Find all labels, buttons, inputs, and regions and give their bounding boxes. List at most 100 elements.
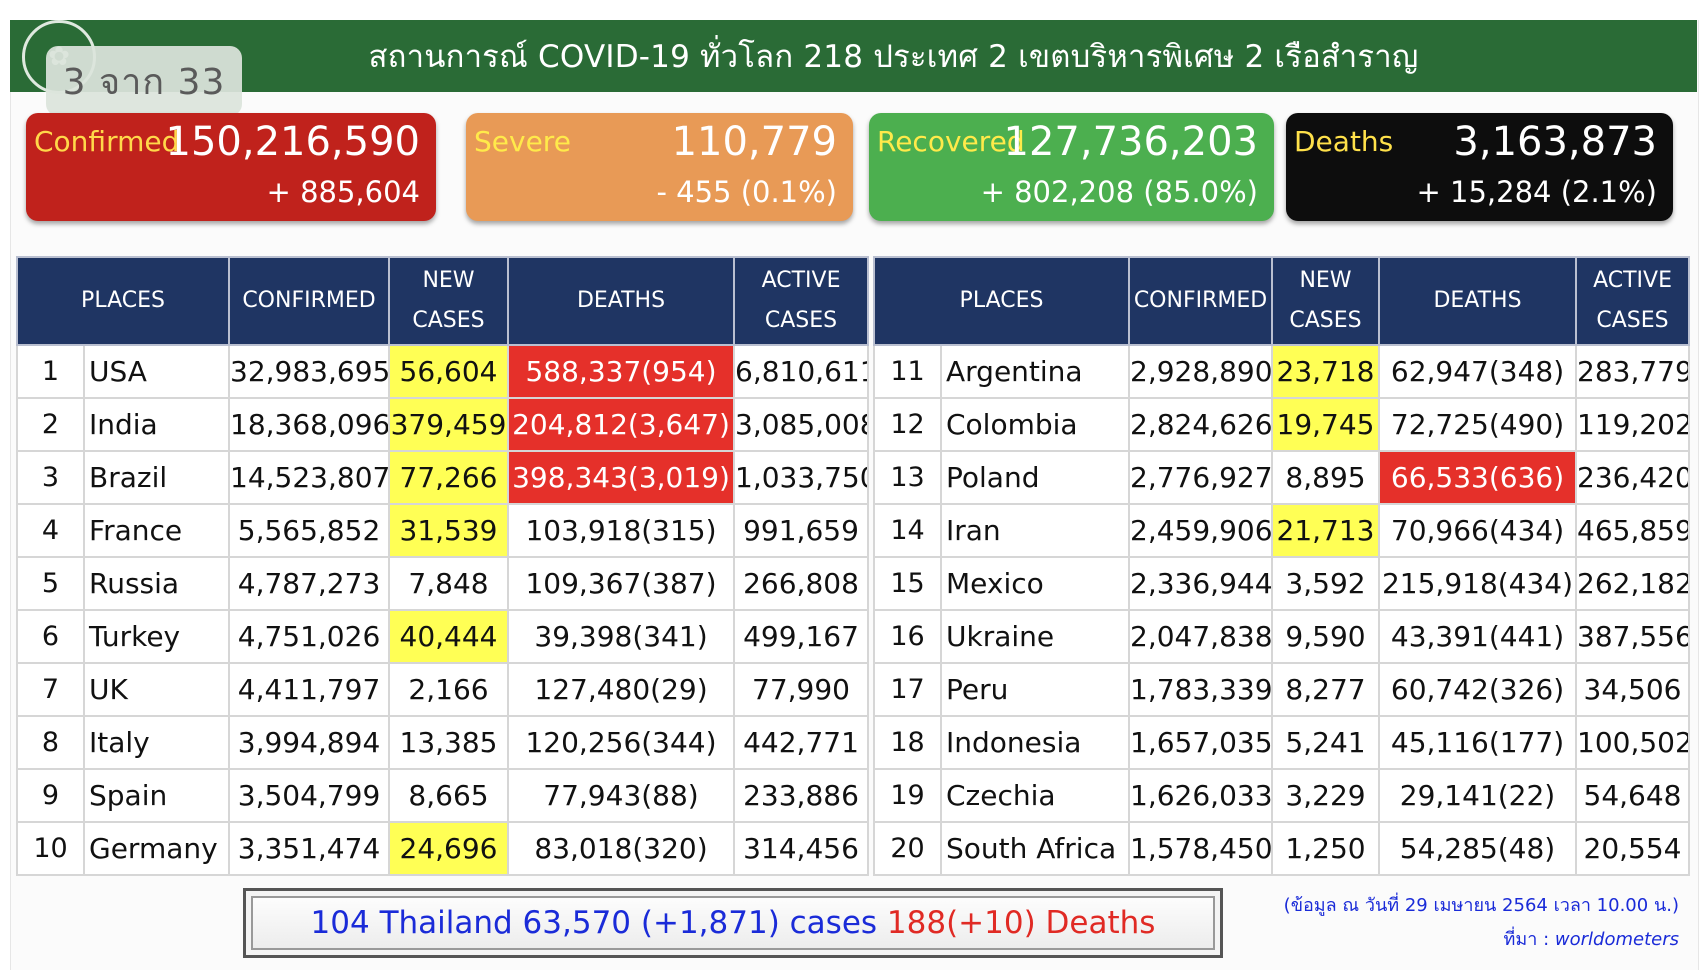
- table-row: 4 France 5,565,852 31,539 103,918(315) 991,65…: [16, 503, 870, 558]
- row-active-cases: 119,202: [1575, 397, 1691, 452]
- row-confirmed: 2,459,906: [1128, 503, 1274, 558]
- row-active-cases: 314,456: [733, 821, 870, 876]
- row-new-cases: 8,665: [388, 768, 510, 823]
- row-active-cases: 3,085,008: [733, 397, 870, 452]
- deaths-label: Deaths: [1294, 125, 1394, 158]
- row-deaths: 103,918(315): [507, 503, 736, 558]
- row-rank: 17: [873, 662, 942, 717]
- row-new-cases: 13,385: [388, 715, 510, 770]
- row-confirmed: 32,983,695: [228, 344, 391, 399]
- row-deaths: 43,391(441): [1378, 609, 1578, 664]
- row-place: Germany: [82, 821, 231, 876]
- row-deaths: 54,285(48): [1378, 821, 1578, 876]
- row-active-cases: 991,659: [733, 503, 870, 558]
- row-confirmed: 3,351,474: [228, 821, 391, 876]
- row-confirmed: 2,824,626: [1128, 397, 1274, 452]
- row-active-cases: 465,859: [1575, 503, 1691, 558]
- page-title: สถานการณ์ COVID-19 ทั่วโลก 218 ประเทศ 2 …: [368, 39, 1419, 75]
- row-rank: 10: [16, 821, 85, 876]
- header-deaths: DEATHS: [507, 256, 736, 346]
- confirmed-card: Confirmed 150,216,590 + 885,604: [26, 113, 436, 221]
- table-row: 8 Italy 3,994,894 13,385 120,256(344) 442,771: [16, 715, 870, 770]
- row-place: Argentina: [939, 344, 1131, 399]
- row-confirmed: 1,626,033: [1128, 768, 1274, 823]
- row-active-cases: 442,771: [733, 715, 870, 770]
- row-new-cases: 3,592: [1271, 556, 1381, 611]
- row-confirmed: 2,776,927: [1128, 450, 1274, 505]
- table-row: 13 Poland 2,776,927 8,895 66,533(636) 236,420: [873, 450, 1691, 505]
- row-active-cases: 6,810,611: [733, 344, 870, 399]
- table-row: 1 USA 32,983,695 56,604 588,337(954) 6,810,61…: [16, 344, 870, 399]
- table-row: 2 India 18,368,096 379,459 204,812(3,647) 3,0…: [16, 397, 870, 452]
- thailand-cases: 104 Thailand 63,570 (+1,871) cases: [310, 905, 878, 941]
- confirmed-label: Confirmed: [34, 125, 180, 158]
- row-active-cases: 283,779: [1575, 344, 1691, 399]
- header-new-cases: NEW CASES: [1271, 256, 1381, 346]
- table-header-row: PLACES CONFIRMED NEW CASES DEATHS ACTIVE C…: [872, 256, 1691, 346]
- row-active-cases: 34,506: [1575, 662, 1691, 717]
- confirmed-value: 150,216,590: [165, 119, 420, 165]
- recovered-label: Recovered: [877, 125, 1025, 158]
- row-place: USA: [82, 344, 231, 399]
- row-place: India: [82, 397, 231, 452]
- table-row: 20 South Africa 1,578,450 1,250 54,285(48) 20…: [873, 821, 1691, 876]
- row-place: Brazil: [82, 450, 231, 505]
- row-rank: 8: [16, 715, 85, 770]
- row-deaths: 39,398(341): [507, 609, 736, 664]
- row-rank: 4: [16, 503, 85, 558]
- row-new-cases: 1,250: [1271, 821, 1381, 876]
- row-rank: 13: [873, 450, 942, 505]
- row-new-cases: 23,718: [1271, 344, 1381, 399]
- row-place: Turkey: [82, 609, 231, 664]
- row-deaths: 215,918(434): [1378, 556, 1578, 611]
- row-place: Peru: [939, 662, 1131, 717]
- row-new-cases: 40,444: [388, 609, 510, 664]
- row-new-cases: 8,277: [1271, 662, 1381, 717]
- severe-value: 110,779: [671, 119, 837, 165]
- row-place: Colombia: [939, 397, 1131, 452]
- deaths-change: + 15,284 (2.1%): [1416, 175, 1657, 209]
- table-row: 5 Russia 4,787,273 7,848 109,367(387) 266,808: [16, 556, 870, 611]
- row-place: Italy: [82, 715, 231, 770]
- row-new-cases: 8,895: [1271, 450, 1381, 505]
- row-deaths: 127,480(29): [507, 662, 736, 717]
- severe-card: Severe 110,779 - 455 (0.1%): [466, 113, 853, 221]
- data-source-note: (ข้อมูล ณ วันที่ 29 เมษายน 2564 เวลา 10.…: [1284, 889, 1679, 957]
- countries-table-left: PLACES CONFIRMED NEW CASES DEATHS ACTIVE C…: [15, 256, 870, 876]
- header-new-cases-line1: NEW: [422, 268, 475, 293]
- table-row: 12 Colombia 2,824,626 19,745 72,725(490) 119,…: [873, 397, 1691, 452]
- recovered-card: Recovered 127,736,203 + 802,208 (85.0%): [869, 113, 1274, 221]
- row-active-cases: 1,033,750: [733, 450, 870, 505]
- row-confirmed: 2,928,890: [1128, 344, 1274, 399]
- page-indicator[interactable]: 3 จาก 33: [46, 46, 242, 116]
- header-active-cases: ACTIVE CASES: [733, 256, 870, 346]
- header-new-cases-line2: CASES: [412, 308, 485, 333]
- row-confirmed: 4,751,026: [228, 609, 391, 664]
- row-active-cases: 77,990: [733, 662, 870, 717]
- row-rank: 1: [16, 344, 85, 399]
- row-place: Russia: [82, 556, 231, 611]
- row-confirmed: 18,368,096: [228, 397, 391, 452]
- row-new-cases: 21,713: [1271, 503, 1381, 558]
- table-row: 7 UK 4,411,797 2,166 127,480(29) 77,990: [16, 662, 870, 717]
- table-row: 14 Iran 2,459,906 21,713 70,966(434) 465,859: [873, 503, 1691, 558]
- row-place: Poland: [939, 450, 1131, 505]
- row-rank: 3: [16, 450, 85, 505]
- row-place: Iran: [939, 503, 1131, 558]
- row-new-cases: 5,241: [1271, 715, 1381, 770]
- row-deaths: 204,812(3,647): [507, 397, 736, 452]
- recovered-change: + 802,208 (85.0%): [980, 175, 1258, 209]
- row-rank: 12: [873, 397, 942, 452]
- row-confirmed: 14,523,807: [228, 450, 391, 505]
- table-row: 15 Mexico 2,336,944 3,592 215,918(434) 262,18…: [873, 556, 1691, 611]
- title-bar: สถานการณ์ COVID-19 ทั่วโลก 218 ประเทศ 2 …: [10, 20, 1697, 92]
- row-deaths: 45,116(177): [1378, 715, 1578, 770]
- row-deaths: 120,256(344): [507, 715, 736, 770]
- table-row: 10 Germany 3,351,474 24,696 83,018(320) 314,4…: [16, 821, 870, 876]
- row-new-cases: 19,745: [1271, 397, 1381, 452]
- row-deaths: 77,943(88): [507, 768, 736, 823]
- row-new-cases: 77,266: [388, 450, 510, 505]
- row-active-cases: 20,554: [1575, 821, 1691, 876]
- row-confirmed: 1,783,339: [1128, 662, 1274, 717]
- header-deaths: DEATHS: [1378, 256, 1578, 346]
